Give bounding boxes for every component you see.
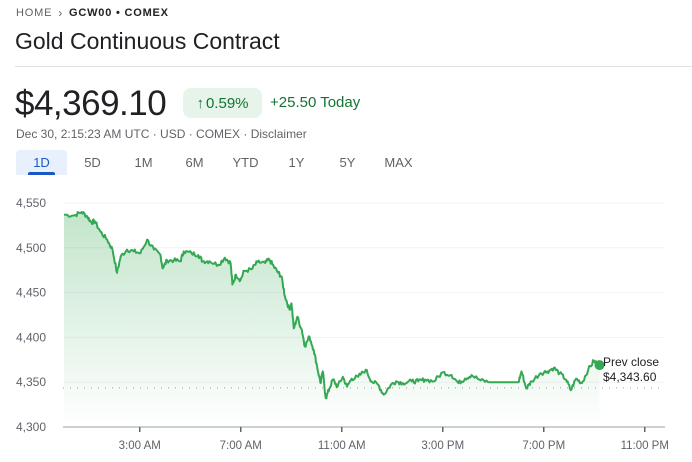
y-tick-label: 4,550 bbox=[16, 196, 46, 210]
x-tick-label: 11:00 AM bbox=[318, 440, 366, 452]
x-tick-label: 7:00 AM bbox=[220, 440, 262, 452]
x-tick-label: 11:00 PM bbox=[621, 440, 669, 452]
x-tick-label: 3:00 AM bbox=[119, 440, 161, 452]
prev-close-value: $4,343.60 bbox=[603, 370, 657, 384]
x-tick-label: 7:00 PM bbox=[522, 440, 565, 452]
last-price-dot bbox=[594, 360, 605, 371]
price-line bbox=[63, 211, 601, 400]
divider bbox=[15, 66, 692, 67]
price-area-fill bbox=[64, 212, 600, 427]
page-title: Gold Continuous Contract bbox=[15, 28, 280, 54]
tab-6m[interactable]: 6M bbox=[185, 155, 204, 170]
tab-1m[interactable]: 1M bbox=[134, 155, 153, 170]
y-tick-label: 4,450 bbox=[16, 286, 46, 300]
current-price: $4,369.10 bbox=[15, 84, 167, 123]
change-percent-badge: ↑ 0.59% bbox=[183, 88, 262, 118]
quote-meta: Dec 30, 2:15:23 AM UTC · USD · COMEX · D… bbox=[16, 127, 307, 141]
tab-1d[interactable]: 1D bbox=[16, 150, 67, 175]
chevron-right-icon: › bbox=[58, 6, 63, 20]
prev-close-label: Prev close bbox=[603, 355, 659, 369]
price-chart[interactable]: 4,550 4,500 4,450 4,400 4,350 4,300 3:00 AM 7:0… bbox=[0, 190, 692, 462]
arrow-up-icon: ↑ bbox=[196, 94, 204, 112]
tab-max[interactable]: MAX bbox=[384, 155, 413, 170]
x-tick-label: 3:00 PM bbox=[421, 440, 464, 452]
breadcrumb-home[interactable]: HOME bbox=[16, 7, 53, 19]
change-absolute: +25.50 Today bbox=[270, 94, 361, 111]
change-percent: 0.59% bbox=[205, 94, 249, 112]
tab-5d[interactable]: 5D bbox=[84, 155, 101, 170]
y-tick-label: 4,400 bbox=[16, 330, 46, 344]
breadcrumb: HOME › GCW00 • COMEX bbox=[16, 6, 169, 20]
tab-5y[interactable]: 5Y bbox=[339, 155, 356, 170]
y-tick-label: 4,500 bbox=[16, 241, 46, 255]
range-tabs: 1D 5D 1M 6M YTD 1Y 5Y MAX bbox=[16, 150, 424, 175]
breadcrumb-symbol: GCW00 • COMEX bbox=[69, 7, 169, 19]
y-tick-label: 4,300 bbox=[16, 420, 46, 434]
tab-1y[interactable]: 1Y bbox=[288, 155, 305, 170]
tab-ytd[interactable]: YTD bbox=[232, 155, 259, 170]
y-tick-label: 4,350 bbox=[16, 375, 46, 389]
